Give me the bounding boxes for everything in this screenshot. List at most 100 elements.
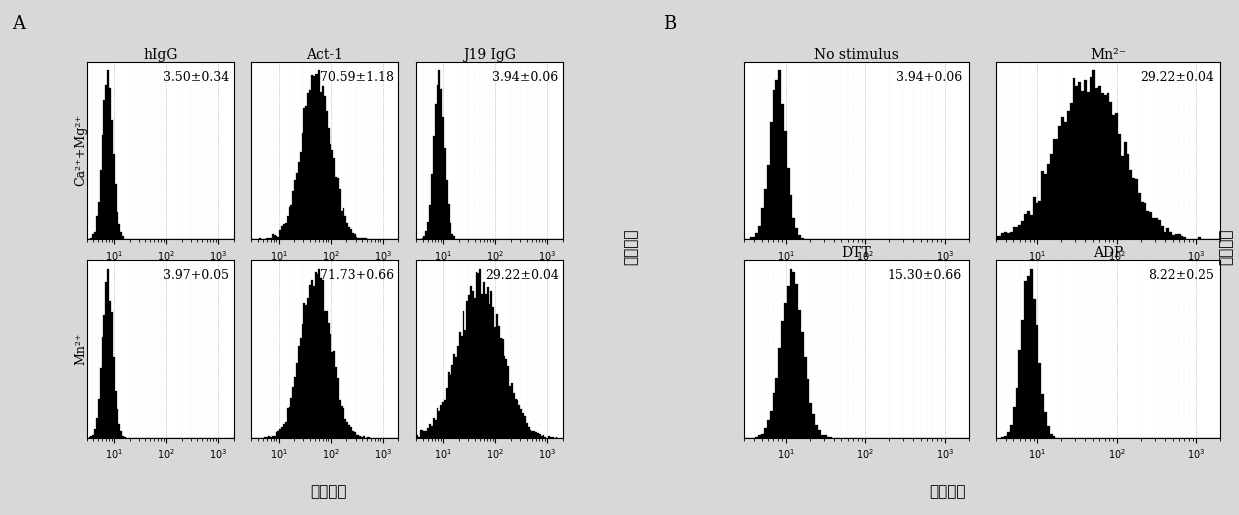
Bar	[264, 437, 266, 438]
Text: 荧光强度: 荧光强度	[310, 486, 347, 500]
Bar	[784, 131, 787, 239]
Bar	[259, 238, 260, 239]
Bar	[1150, 212, 1152, 239]
Bar	[1036, 202, 1038, 239]
Bar	[435, 104, 436, 239]
Bar	[1047, 164, 1049, 239]
Bar	[285, 422, 286, 438]
Bar	[506, 358, 507, 438]
Bar	[781, 105, 784, 239]
Bar	[1113, 115, 1115, 239]
Bar	[323, 311, 326, 438]
Bar	[533, 431, 535, 438]
Bar	[124, 238, 126, 239]
Bar	[1038, 201, 1041, 239]
Bar	[1001, 437, 1005, 438]
Title: Act-1: Act-1	[306, 48, 343, 62]
Bar	[312, 286, 315, 438]
Bar	[1073, 78, 1075, 239]
Bar	[481, 294, 483, 438]
Bar	[431, 174, 432, 239]
Bar	[1047, 426, 1049, 438]
Bar	[1082, 91, 1084, 239]
Bar	[98, 399, 100, 438]
Bar	[429, 205, 431, 239]
Bar	[292, 191, 294, 239]
Bar	[300, 152, 301, 239]
Bar	[425, 432, 427, 438]
Bar	[465, 330, 466, 438]
Bar	[1192, 238, 1194, 239]
Bar	[532, 431, 533, 438]
Bar	[496, 314, 498, 438]
Bar	[342, 208, 344, 239]
Bar	[286, 408, 289, 438]
Bar	[1044, 174, 1047, 239]
Bar	[312, 76, 315, 239]
Bar	[442, 117, 444, 239]
Bar	[507, 366, 509, 438]
Bar	[455, 357, 457, 438]
Bar	[281, 226, 282, 239]
Bar	[1067, 111, 1069, 239]
Bar	[1166, 228, 1170, 239]
Bar	[116, 212, 119, 239]
Bar	[525, 423, 528, 438]
Bar	[335, 367, 337, 438]
Bar	[348, 227, 351, 239]
Bar	[793, 218, 795, 239]
Bar	[270, 238, 271, 239]
Bar	[1005, 436, 1007, 438]
Bar	[458, 333, 461, 438]
Bar	[1041, 393, 1044, 438]
Bar	[750, 237, 752, 239]
Bar	[282, 424, 285, 438]
Text: 29.22±0.04: 29.22±0.04	[1140, 71, 1214, 83]
Bar	[104, 315, 105, 438]
Bar	[352, 233, 354, 239]
Bar	[499, 338, 502, 438]
Bar	[421, 238, 424, 239]
Bar	[498, 325, 499, 438]
Bar	[305, 106, 307, 239]
Bar	[1012, 227, 1016, 239]
Bar	[999, 236, 1001, 239]
Bar	[1155, 218, 1157, 239]
Bar	[795, 228, 798, 239]
Bar	[307, 93, 309, 239]
Bar	[268, 238, 270, 239]
Bar	[1012, 407, 1016, 438]
Bar	[491, 291, 492, 438]
Text: 3.94+0.06: 3.94+0.06	[896, 71, 961, 83]
Bar	[1101, 93, 1104, 239]
Bar	[331, 149, 333, 239]
Bar	[1126, 154, 1130, 239]
Bar	[1175, 234, 1178, 239]
Bar	[800, 238, 804, 239]
Bar	[447, 372, 450, 438]
Bar	[1018, 350, 1021, 438]
Bar	[108, 269, 109, 438]
Bar	[457, 347, 458, 438]
Bar	[826, 437, 829, 438]
Bar	[1064, 123, 1067, 239]
Bar	[487, 287, 488, 438]
Bar	[274, 235, 275, 239]
Bar	[821, 435, 824, 438]
Bar	[752, 237, 756, 239]
Bar	[1198, 237, 1201, 239]
Bar	[94, 232, 97, 239]
Bar	[318, 70, 320, 239]
Bar	[555, 437, 558, 438]
Bar	[492, 307, 494, 438]
Bar	[1041, 171, 1044, 239]
Bar	[342, 408, 344, 438]
Bar	[333, 158, 335, 239]
Bar	[123, 436, 124, 438]
Bar	[1021, 220, 1025, 239]
Bar	[116, 409, 119, 438]
Bar	[522, 413, 524, 438]
Bar	[109, 301, 112, 438]
Bar	[477, 273, 479, 438]
Bar	[292, 387, 294, 438]
